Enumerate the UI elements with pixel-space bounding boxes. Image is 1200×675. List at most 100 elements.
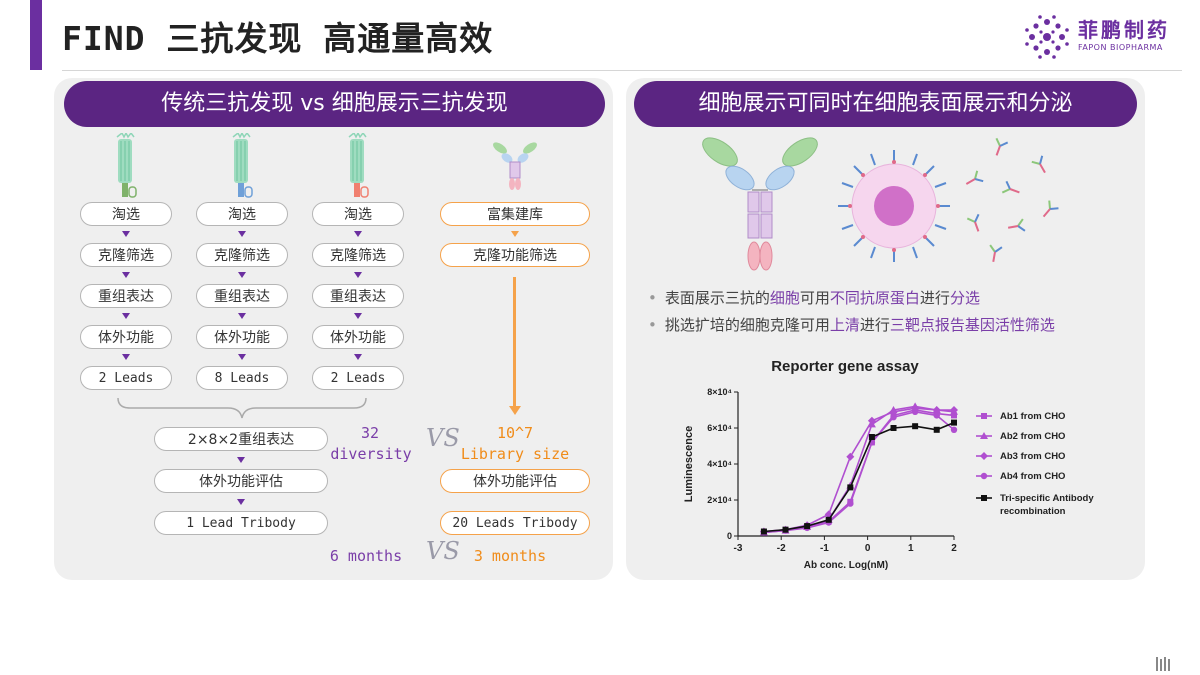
data-point <box>890 425 897 431</box>
data-point <box>933 426 940 433</box>
arrow-down-icon <box>238 231 246 237</box>
legend-marker <box>980 432 988 439</box>
flow-step: 淘选 <box>312 202 404 226</box>
data-point <box>951 419 957 426</box>
x-tick-label: 2 <box>951 543 957 554</box>
bullet-highlight: 不同抗原蛋白 <box>829 289 920 307</box>
arrow-down-icon <box>354 313 362 319</box>
flow-step: 淘选 <box>196 202 288 226</box>
legend-label: recombination <box>1000 506 1066 517</box>
bullet-text: 表面展示三抗的 <box>664 289 770 307</box>
bullet-highlight: 三靶点报告基因活性筛选 <box>889 316 1055 334</box>
flow-step: 体外功能 <box>80 325 172 349</box>
data-point <box>950 426 958 433</box>
data-point <box>950 406 958 414</box>
data-point <box>868 434 875 440</box>
vs-label: VS <box>426 424 460 452</box>
data-point <box>890 414 897 421</box>
data-point <box>782 526 789 533</box>
bullet-text: 进行 <box>859 316 890 334</box>
leads-count: 2 Leads <box>80 366 172 390</box>
y-axis-label: Luminescence <box>683 426 695 502</box>
bullet-dot-icon: • <box>648 289 657 307</box>
y-tick-label: 8×10⁴ <box>707 387 732 397</box>
cell-display-header: 细胞展示可同时在细胞表面展示和分泌 <box>634 81 1137 127</box>
x-tick-label: -1 <box>820 543 829 554</box>
arrow-down-icon <box>122 272 130 278</box>
cd-flow-step: 富集建库 <box>440 202 590 226</box>
phage-icon <box>348 133 369 198</box>
series-line <box>763 421 955 533</box>
bullet-highlight: 上清 <box>829 316 860 334</box>
arrow-down-icon <box>237 499 245 505</box>
flow-step: 克隆筛选 <box>80 243 172 267</box>
bullet-dot-icon: • <box>648 316 657 334</box>
library-label: Library size <box>460 445 570 463</box>
title-divider <box>62 70 1182 71</box>
arrow-down-icon <box>238 313 246 319</box>
flow-step: 克隆筛选 <box>196 243 288 267</box>
accent-bar <box>30 0 42 70</box>
flow-step: 重组表达 <box>196 284 288 308</box>
cd-eval-step: 体外功能评估 <box>440 469 590 493</box>
legend-label: Ab4 from CHO <box>1000 471 1065 482</box>
traditional-time: 6 months <box>329 547 403 565</box>
data-point <box>932 406 941 414</box>
secreted-antibodies-illustration <box>965 137 1059 263</box>
vs-label: VS <box>426 537 460 565</box>
company-logo: 菲鹏制药 FAPON BIOPHARMA <box>1022 12 1182 62</box>
data-point <box>847 484 854 491</box>
bullet-secretion-screen: • 挑选扩培的细胞克隆可用上清进行三靶点报告基因活性筛选 <box>648 314 1055 335</box>
cell-surface-display-illustration <box>838 150 950 262</box>
x-tick-label: 1 <box>908 543 914 554</box>
legend-marker <box>980 472 988 480</box>
cd-flow-step: 克隆功能筛选 <box>440 243 590 267</box>
combined-expression-step: 2×8×2重组表达 <box>154 427 328 451</box>
flow-step: 克隆筛选 <box>312 243 404 267</box>
bullet-text: 进行 <box>919 289 950 307</box>
reporter-gene-chart: -3 -2 -1 0 1 2 0 2×10⁴ 4×10⁴ 6×10⁴ 8×10⁴ Ab conc. L… <box>683 387 1094 571</box>
series-line <box>763 405 955 534</box>
x-tick-label: 0 <box>865 543 871 554</box>
bullet-highlight: 分选 <box>949 289 980 307</box>
phage-icon <box>116 133 137 198</box>
data-point <box>911 404 920 413</box>
page-title: FIND 三抗发现 高通量高效 <box>62 19 494 58</box>
data-point <box>889 407 898 416</box>
trispecific-antibody-illustration <box>702 137 818 271</box>
arrow-down-icon <box>354 272 362 278</box>
x-tick-label: -2 <box>777 543 786 554</box>
logo-english-text: FAPON BIOPHARMA <box>1078 43 1163 52</box>
flow-step: 体外功能 <box>196 325 288 349</box>
bullet-text: 可用 <box>799 289 830 307</box>
comparison-header: 传统三抗发现 vs 细胞展示三抗发现 <box>64 81 605 127</box>
bullet-highlight: 细胞 <box>769 289 800 307</box>
data-point <box>846 452 855 461</box>
diversity-number: 32 <box>360 424 380 442</box>
data-point <box>825 516 832 523</box>
y-tick-label: 0 <box>727 531 732 541</box>
flow-step: 重组表达 <box>80 284 172 308</box>
legend-label: Ab1 from CHO <box>1000 411 1065 422</box>
phage-icon <box>232 133 253 198</box>
data-point <box>933 412 940 419</box>
flow-step: 体外功能 <box>312 325 404 349</box>
bullet-text: 挑选扩培的细胞克隆可用 <box>664 316 830 334</box>
arrow-down-icon <box>122 231 130 237</box>
data-point <box>951 412 957 419</box>
legend-marker <box>981 495 987 501</box>
arrow-down-icon <box>354 354 362 360</box>
arrow-down-icon <box>122 313 130 319</box>
y-tick-label: 2×10⁴ <box>707 495 732 505</box>
diversity-label: diversity <box>330 445 412 463</box>
data-point <box>867 416 876 425</box>
long-arrow-head-icon <box>509 406 521 415</box>
combined-eval-step: 体外功能评估 <box>154 469 328 493</box>
x-tick-label: -3 <box>734 543 743 554</box>
trispecific-antibody-icon <box>493 142 537 190</box>
logo-chinese-text: 菲鹏制药 <box>1078 18 1170 42</box>
arrow-down-icon <box>238 272 246 278</box>
page-corner-icon <box>1156 657 1170 671</box>
data-point <box>804 523 811 530</box>
library-number: 10^7 <box>496 424 534 442</box>
